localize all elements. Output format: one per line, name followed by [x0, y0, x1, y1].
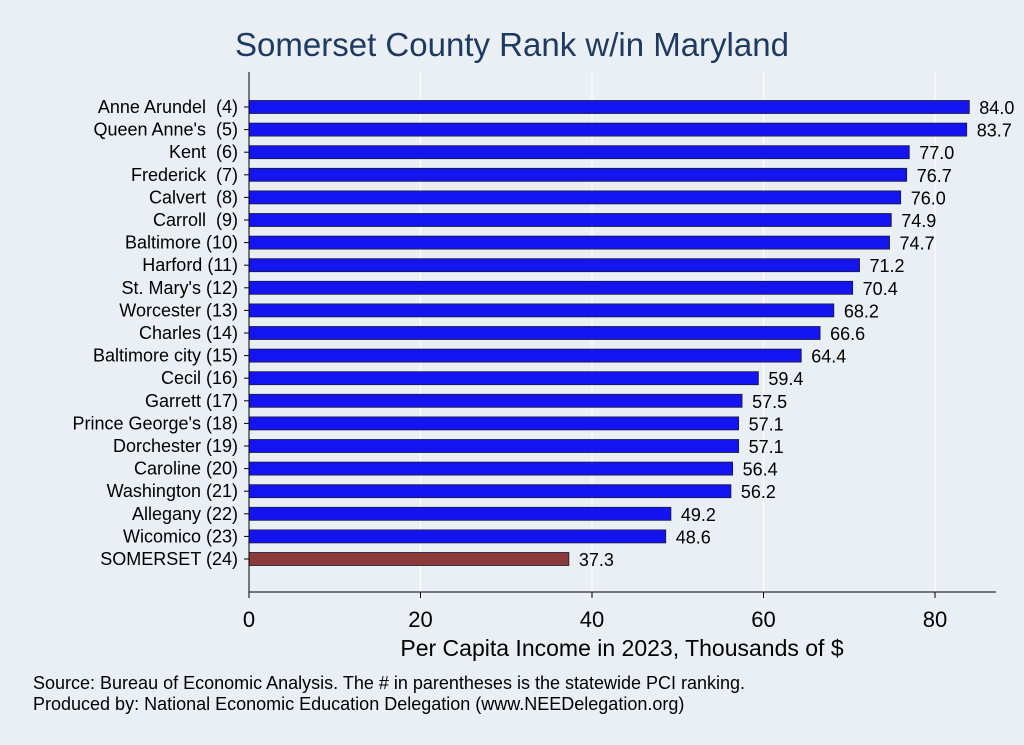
x-tick-label: 60	[751, 607, 775, 632]
bar	[248, 235, 890, 250]
category-label: Calvert (8)	[149, 187, 238, 207]
x-axis-title: Per Capita Income in 2023, Thousands of …	[400, 635, 843, 661]
bar	[248, 506, 672, 521]
source-note: Source: Bureau of Economic Analysis. The…	[33, 673, 746, 693]
value-label: 57.5	[752, 392, 787, 412]
value-label: 77.0	[919, 143, 954, 163]
bar	[248, 190, 902, 205]
value-label: 64.4	[811, 347, 846, 367]
value-label: 76.0	[911, 188, 946, 208]
value-label: 56.4	[743, 460, 778, 480]
category-label: Baltimore (10)	[125, 233, 238, 253]
category-label: Queen Anne's (5)	[93, 120, 238, 140]
category-label: Caroline (20)	[134, 459, 238, 479]
bar	[248, 258, 860, 273]
bar	[248, 529, 667, 544]
value-label: 49.2	[681, 505, 716, 525]
chart-title: Somerset County Rank w/in Maryland	[235, 26, 789, 63]
value-label: 74.7	[900, 234, 935, 254]
value-label: 59.4	[768, 369, 803, 389]
x-tick-label: 20	[408, 607, 432, 632]
value-label: 57.1	[749, 437, 784, 457]
bar	[248, 280, 854, 295]
category-label: Baltimore city (15)	[93, 346, 238, 366]
bar	[248, 167, 908, 182]
category-label: Dorchester (19)	[113, 436, 238, 456]
category-label: Harford (11)	[142, 255, 238, 275]
value-label: 70.4	[863, 279, 898, 299]
category-label: Anne Arundel (4)	[98, 97, 238, 117]
category-label: Carroll (9)	[153, 210, 238, 230]
bar	[248, 552, 570, 566]
category-label: Allegany (22)	[132, 504, 238, 524]
value-label: 66.6	[830, 324, 865, 344]
value-label: 83.7	[977, 121, 1012, 141]
bar	[248, 348, 802, 363]
category-label: Cecil (16)	[161, 368, 238, 388]
bar	[248, 416, 740, 431]
category-label: Garrett (17)	[145, 391, 238, 411]
labels: Anne Arundel (4) 84.0 Queen Anne's (5) 83.7…	[72, 97, 1014, 570]
value-label: 37.3	[579, 550, 614, 570]
category-label: Charles (14)	[139, 323, 238, 343]
category-label: Frederick (7)	[131, 165, 238, 185]
bars	[248, 100, 970, 566]
bar	[248, 393, 743, 408]
bar	[248, 371, 759, 386]
x-tick-label: 40	[580, 607, 604, 632]
value-label: 84.0	[979, 98, 1014, 118]
category-label: Washington (21)	[107, 481, 238, 501]
value-label: 56.2	[741, 482, 776, 502]
bar	[248, 100, 970, 114]
category-label: Worcester (13)	[119, 300, 238, 320]
value-label: 48.6	[676, 527, 711, 547]
bar	[248, 213, 892, 227]
bar	[248, 484, 732, 499]
bar	[248, 461, 734, 476]
bar	[248, 326, 821, 340]
x-tick-label: 0	[243, 607, 255, 632]
value-label: 74.9	[901, 211, 936, 231]
bar	[248, 303, 835, 318]
value-label: 68.2	[844, 301, 879, 321]
axes: 0 20 40 60 80	[243, 72, 996, 632]
category-label: Prince George's (18)	[72, 413, 238, 433]
bar	[248, 122, 968, 137]
bar	[248, 145, 910, 160]
value-label: 71.2	[870, 256, 905, 276]
producer-note: Produced by: National Economic Education…	[33, 694, 685, 714]
value-label: 57.1	[749, 414, 784, 434]
category-label: SOMERSET (24)	[100, 549, 238, 569]
category-label: St. Mary's (12)	[122, 278, 238, 298]
value-label: 76.7	[917, 166, 952, 186]
x-tick-label: 80	[923, 607, 947, 632]
category-label: Kent (6)	[169, 142, 238, 162]
bar	[248, 439, 740, 453]
category-label: Wicomico (23)	[123, 526, 238, 546]
